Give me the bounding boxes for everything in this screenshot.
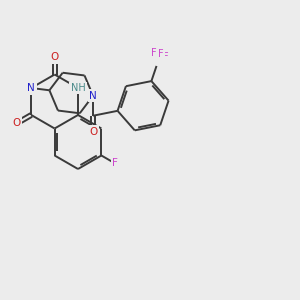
- Text: O: O: [50, 52, 59, 62]
- Text: F: F: [151, 48, 157, 58]
- Text: F: F: [164, 52, 169, 62]
- Text: F: F: [158, 49, 164, 58]
- Text: NH: NH: [70, 83, 86, 93]
- Text: F: F: [112, 158, 118, 169]
- Text: N: N: [27, 83, 35, 93]
- Text: N: N: [89, 91, 97, 101]
- Text: O: O: [12, 118, 21, 128]
- Text: O: O: [89, 127, 97, 137]
